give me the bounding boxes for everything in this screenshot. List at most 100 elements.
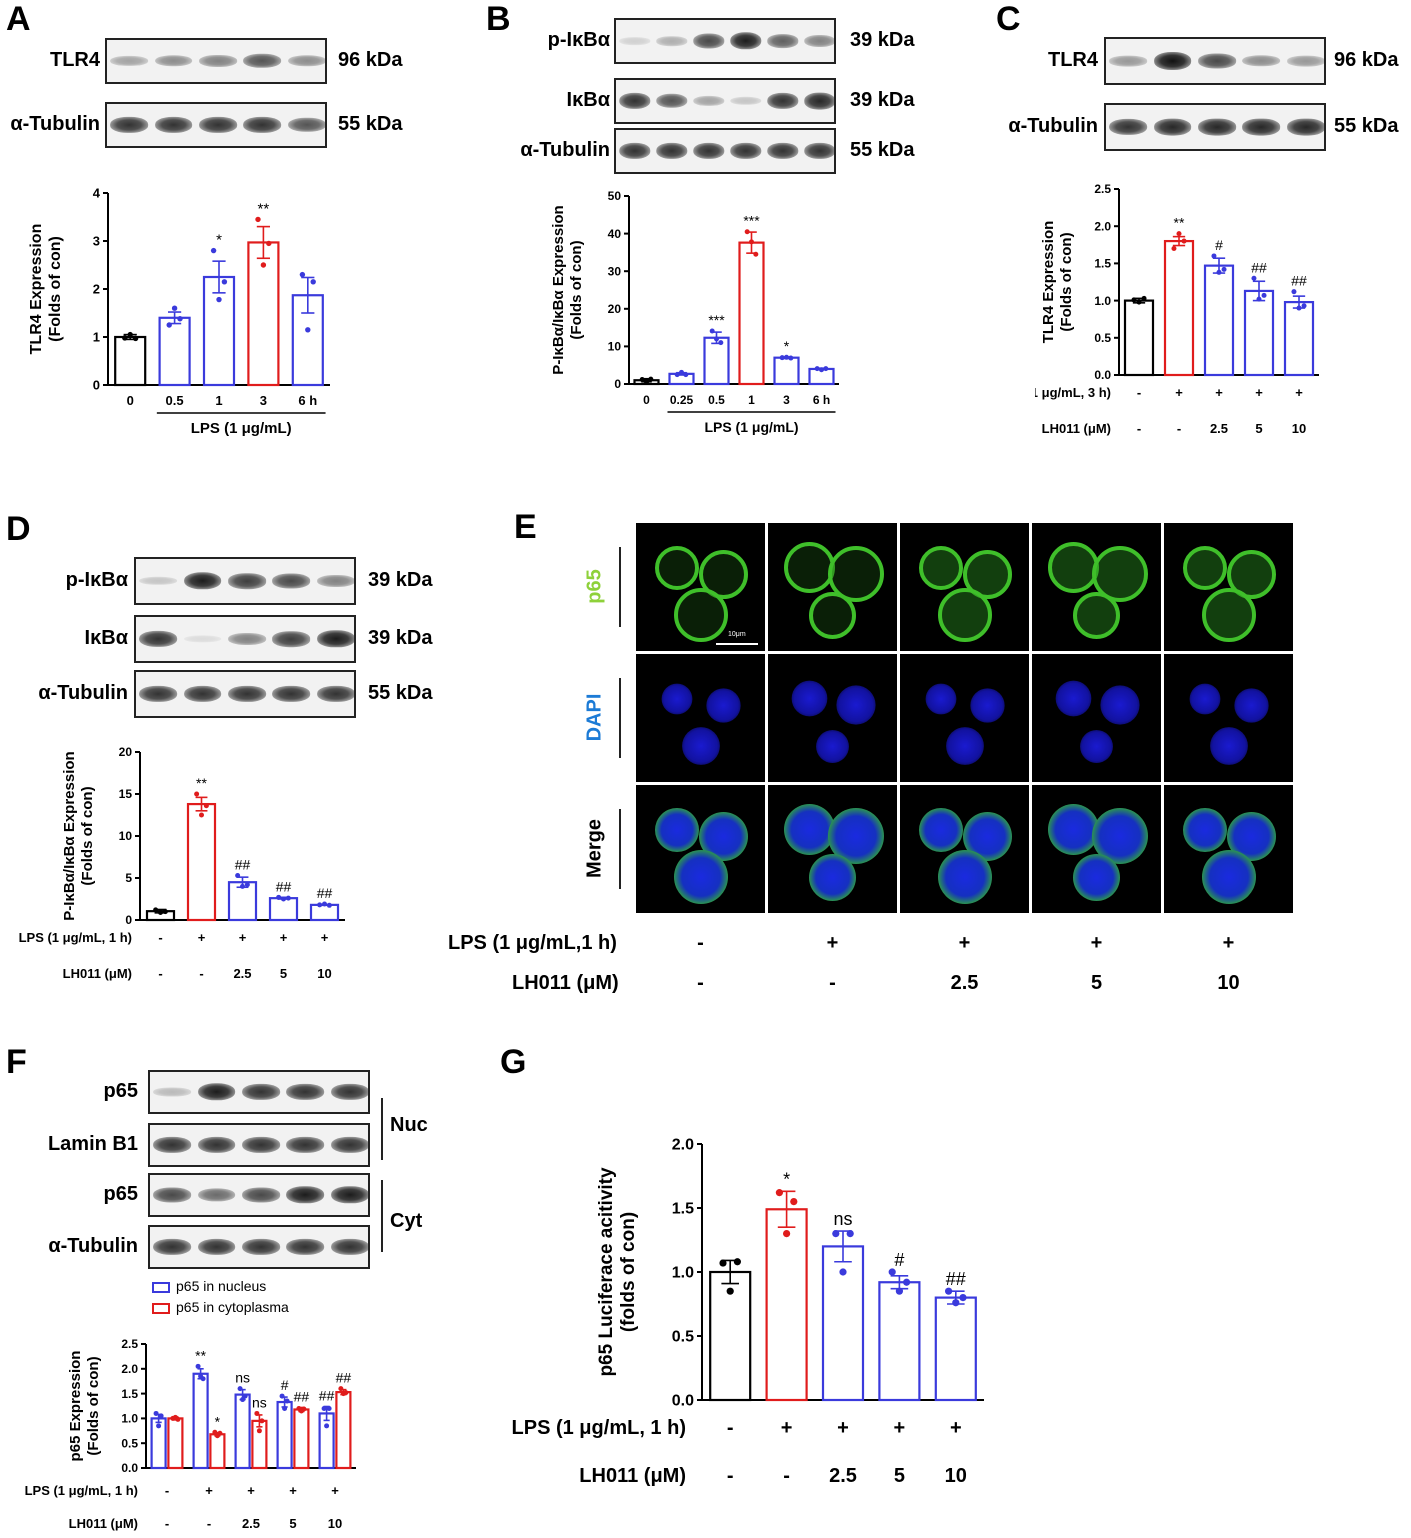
condition-value: +	[1255, 385, 1263, 400]
blot-band	[243, 116, 282, 134]
data-point	[284, 1398, 290, 1404]
blot-band	[1109, 118, 1148, 136]
data-point	[310, 279, 316, 285]
y-tick-label: 2.5	[121, 1337, 138, 1351]
bar	[1163, 239, 1195, 377]
blot-band	[154, 116, 193, 134]
blot-band	[242, 1187, 280, 1203]
y-axis-label: P-IκBα/IκBα Expression	[61, 751, 78, 920]
lh011-condition-label: LH011 (μM)	[579, 1465, 686, 1487]
significance-label: #	[1215, 237, 1223, 253]
lh011-condition-label: LH011 (μM)	[69, 1516, 138, 1531]
blot-band	[729, 142, 762, 160]
y-tick-label: 0.0	[121, 1461, 138, 1475]
blot-band	[139, 630, 178, 648]
micro-image-tile: 10μm	[636, 523, 765, 651]
condition-value: +	[1090, 932, 1103, 954]
data-point	[1211, 253, 1217, 259]
data-point	[244, 882, 250, 888]
condition-value: +	[280, 930, 288, 945]
data-point	[242, 1393, 248, 1399]
chart-g: 0.0 0.5 1.0 1.5 2.0 p65 Luciferace acitivity(…	[512, 1137, 984, 1487]
condition-value: -	[207, 1516, 211, 1531]
blot-band	[766, 92, 799, 110]
condition-value: +	[1222, 932, 1235, 954]
data-point	[819, 367, 824, 373]
blot-strip	[148, 1225, 370, 1269]
blot-band	[655, 142, 688, 160]
cell	[1201, 850, 1256, 905]
condition-value: +	[1215, 385, 1223, 400]
cell	[655, 807, 700, 852]
y-tick-label: 2.0	[1094, 219, 1111, 233]
cell	[1189, 683, 1221, 715]
x-tick-label: 0	[127, 393, 134, 408]
condition-value: +	[289, 1483, 297, 1498]
y-axis-label: (Folds of con)	[47, 236, 64, 342]
blot-band	[153, 1238, 192, 1256]
kda-label: 96 kDa	[1334, 49, 1399, 71]
legend-swatch-nucleus	[152, 1281, 170, 1293]
lps-condition-label: LPS (1 μg/mL, 1 h)	[512, 1417, 686, 1439]
y-tick-label: 2	[93, 282, 100, 297]
kda-label: 55 kDa	[338, 113, 403, 135]
group-label: LPS (1 μg/mL)	[191, 420, 292, 437]
data-point	[153, 907, 159, 913]
micro-image-tile	[768, 654, 897, 782]
blot-band	[655, 93, 688, 109]
micro-image-tile	[1164, 523, 1293, 651]
blot-band	[183, 572, 222, 590]
bar	[878, 1281, 921, 1402]
significance-label: ##	[1291, 273, 1307, 289]
blot-band	[286, 1238, 325, 1256]
lps-condition-label: LPS (1 μg/mL, 3 h)	[1035, 385, 1111, 400]
data-point	[221, 279, 228, 285]
bar	[1283, 300, 1315, 377]
condition-value: 2.5	[829, 1465, 857, 1487]
blot-band	[1109, 55, 1148, 67]
blot-band	[286, 1186, 325, 1204]
blot-band	[286, 1136, 325, 1154]
bar	[1243, 289, 1275, 377]
legend-nucleus-label: p65 in nucleus	[176, 1278, 267, 1294]
data-point	[235, 872, 241, 878]
blot-strip	[148, 1173, 370, 1217]
data-point	[644, 379, 649, 385]
blot-band	[1286, 55, 1324, 67]
data-point	[279, 1393, 285, 1399]
panel-label-g: G	[500, 1043, 527, 1081]
kda-label: 96 kDa	[338, 49, 403, 71]
blot-band	[287, 55, 325, 67]
cell	[699, 549, 749, 599]
bar	[192, 1372, 209, 1470]
bar	[234, 1393, 251, 1470]
micro-image-tile	[1032, 523, 1161, 651]
y-tick-label: 2.0	[121, 1362, 138, 1376]
y-tick-label: 4	[93, 186, 101, 201]
cell	[809, 853, 856, 901]
data-point	[282, 1405, 288, 1411]
cell	[970, 688, 1005, 723]
blot-band	[286, 1083, 325, 1101]
kda-label: 39 kDa	[850, 89, 915, 111]
kda-label: 39 kDa	[368, 569, 433, 591]
kda-label: 39 kDa	[850, 29, 915, 51]
blot-strip	[148, 1070, 370, 1114]
data-point	[888, 1268, 896, 1276]
significance-label: *	[784, 338, 790, 354]
condition-value: 10	[1217, 972, 1240, 994]
condition-value: +	[205, 1483, 213, 1498]
blot-band	[1242, 55, 1281, 67]
data-point	[199, 812, 204, 818]
scale-bar	[716, 643, 758, 645]
y-tick-label: 30	[608, 264, 622, 278]
y-tick-label: 0	[93, 378, 100, 393]
blot-band	[316, 630, 354, 648]
data-point	[200, 1376, 206, 1382]
significance-label: ns	[833, 1209, 852, 1229]
data-point	[212, 1429, 218, 1435]
data-point	[784, 354, 789, 360]
micro-image-tile	[900, 785, 1029, 913]
data-point	[266, 240, 272, 247]
blot-strip	[614, 128, 836, 174]
